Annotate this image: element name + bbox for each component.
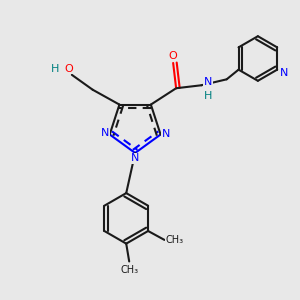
Text: N: N bbox=[162, 130, 170, 140]
Text: O: O bbox=[64, 64, 73, 74]
Text: N: N bbox=[101, 128, 110, 138]
Text: N: N bbox=[131, 153, 139, 163]
Text: CH₃: CH₃ bbox=[120, 265, 138, 275]
Text: H: H bbox=[204, 91, 212, 101]
Text: O: O bbox=[169, 50, 178, 61]
Text: H: H bbox=[51, 64, 60, 74]
Text: N: N bbox=[280, 68, 288, 78]
Text: CH₃: CH₃ bbox=[166, 235, 184, 245]
Text: N: N bbox=[204, 77, 212, 87]
